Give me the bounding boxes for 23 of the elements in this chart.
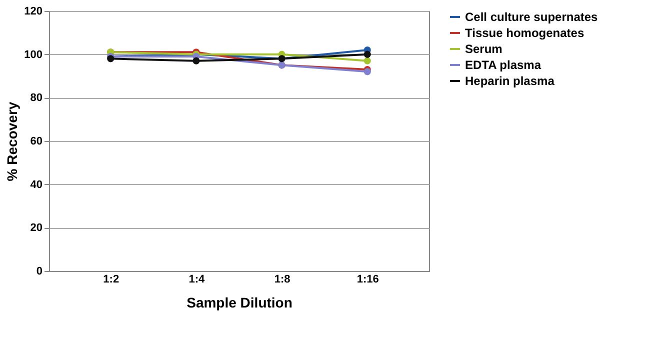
y-axis-title: % Recovery [4, 102, 20, 182]
y-tick-label: 20 [30, 222, 42, 234]
legend-label: Heparin plasma [465, 74, 555, 88]
y-tick-label: 100 [24, 48, 42, 61]
legend-label: Serum [465, 42, 502, 56]
legend-label: Tissue homogenates [465, 26, 584, 40]
y-tick-label: 40 [30, 178, 42, 191]
point [107, 55, 114, 62]
point [364, 68, 371, 76]
x-tick-label: 1:8 [274, 274, 290, 286]
y-tick-label: 80 [30, 92, 42, 104]
y-tick-label: 0 [36, 266, 42, 278]
legend-label: EDTA plasma [465, 58, 542, 72]
x-tick-label: 1:16 [356, 274, 379, 286]
x-tick-label: 1:2 [103, 274, 120, 286]
x-tick-label: 1:4 [188, 274, 206, 286]
point [364, 50, 371, 58]
y-tick-label: 120 [24, 6, 42, 18]
point [364, 57, 371, 64]
x-axis-title: Sample Dilution [186, 294, 292, 310]
point [192, 57, 200, 64]
y-tick-label: 60 [30, 136, 42, 148]
legend-label: Cell culture supernates [465, 10, 598, 24]
